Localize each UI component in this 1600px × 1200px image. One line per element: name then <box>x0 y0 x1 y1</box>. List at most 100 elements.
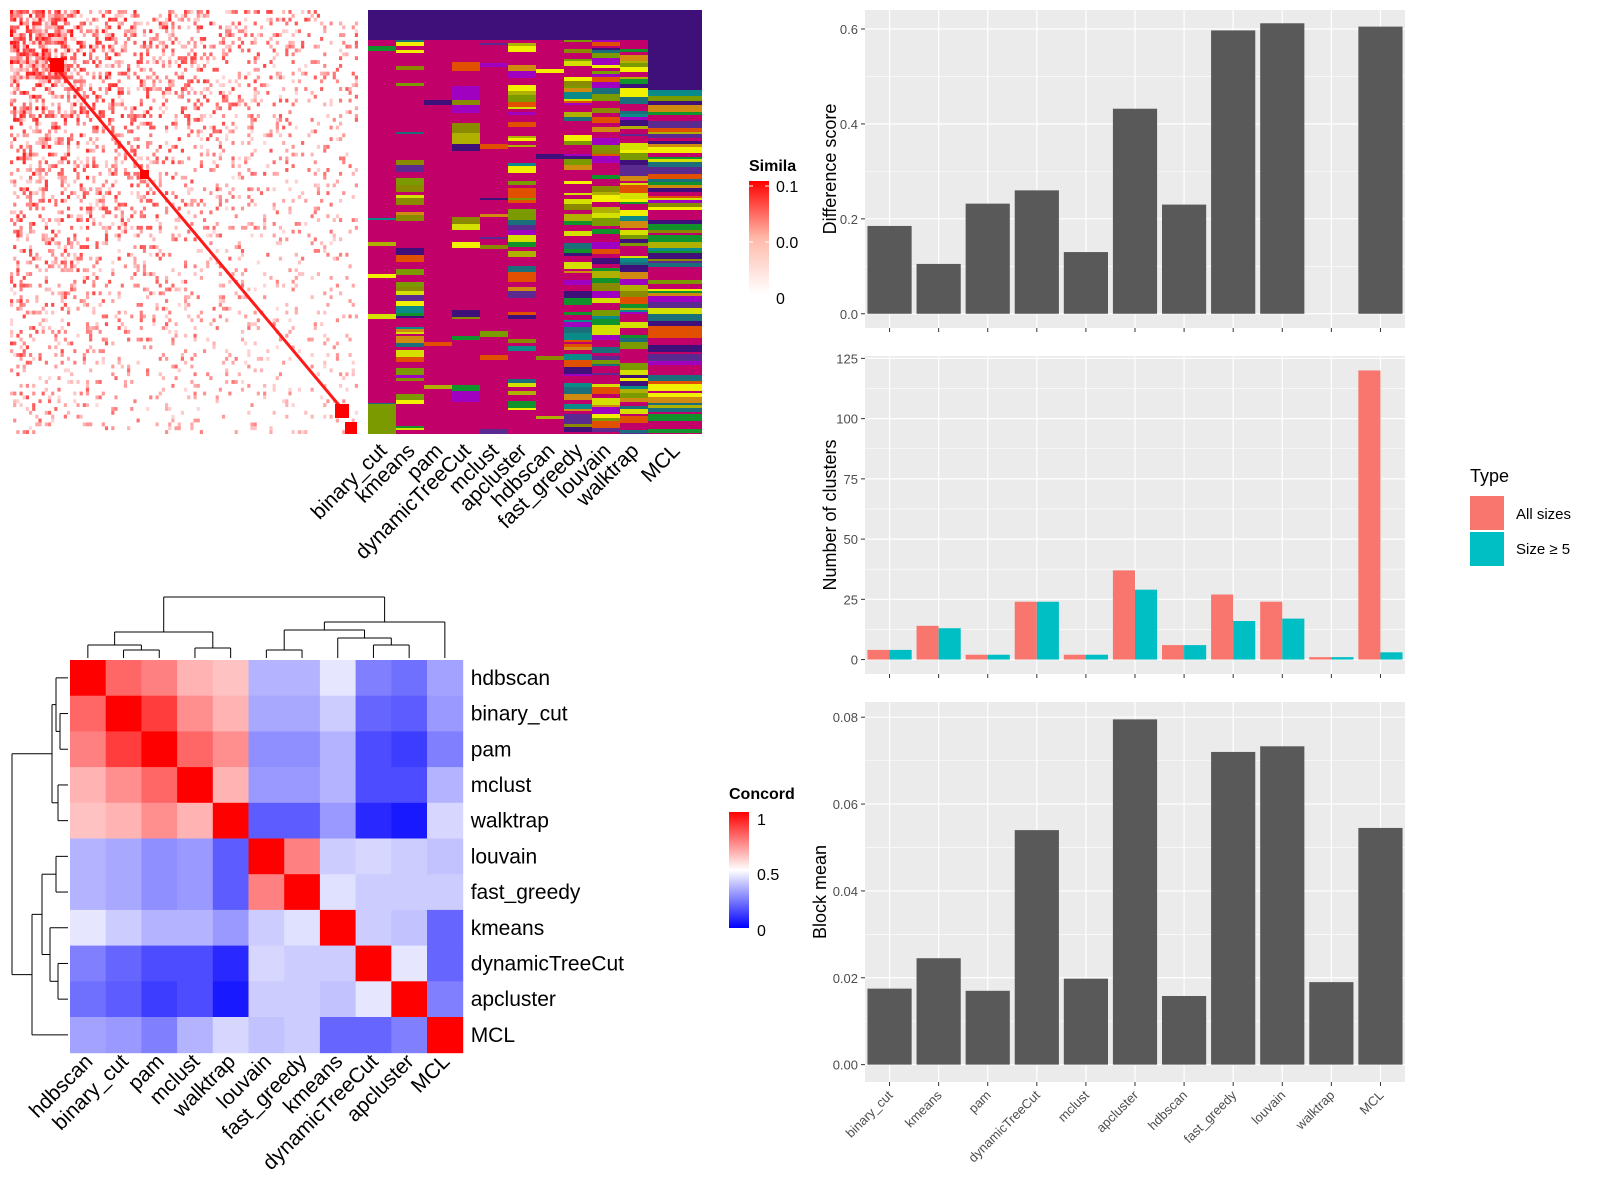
annotation-block <box>648 182 702 185</box>
annotation-block <box>592 127 620 132</box>
annotation-block <box>592 138 620 145</box>
concordance-cell <box>105 695 142 732</box>
bar <box>1211 594 1234 660</box>
y-tick-label: 0.04 <box>833 884 858 899</box>
annotation-block <box>648 235 702 242</box>
annotation-block <box>648 159 702 162</box>
annotation-block <box>508 209 536 213</box>
annotation-block <box>396 212 424 215</box>
annotation-block <box>648 280 702 284</box>
annotation-block <box>452 144 480 151</box>
annotation-block <box>508 138 536 141</box>
annotation-block <box>648 261 702 263</box>
bar <box>1282 618 1305 660</box>
concordance-cell <box>248 660 285 697</box>
annotation-block <box>620 230 648 235</box>
bar <box>965 654 988 660</box>
concordance-cell <box>70 660 107 697</box>
annotation-block <box>480 245 508 249</box>
annotation-block <box>452 385 480 391</box>
bar <box>867 649 890 660</box>
annotation-block <box>620 375 648 378</box>
annotation-block <box>396 175 424 178</box>
annotation-block <box>620 63 648 67</box>
bar <box>1036 601 1059 660</box>
annotation-block <box>396 165 424 170</box>
annotation-block <box>620 67 648 72</box>
annotation-block <box>620 202 648 204</box>
y-tick-label: 125 <box>836 351 858 366</box>
y-tick-label: 0.4 <box>840 117 858 132</box>
annotation-block <box>564 199 592 204</box>
concordance-legend-title: Concord <box>729 786 795 803</box>
annotation-block <box>592 407 620 414</box>
annotation-block <box>592 291 620 298</box>
annotation-block <box>564 86 592 88</box>
annotation-block <box>424 10 452 40</box>
concordance-cell <box>391 695 428 732</box>
annotation-block <box>620 210 648 216</box>
concordance-row-dendrogram <box>11 677 68 1036</box>
annotation-block <box>648 128 702 132</box>
concordance-cell <box>177 660 214 697</box>
annotation-block <box>508 339 536 343</box>
bar <box>1112 719 1158 1065</box>
concordance-cell <box>284 981 321 1018</box>
concordance-cell <box>427 767 464 804</box>
annotation-block <box>564 387 592 394</box>
annotation-block <box>452 224 480 230</box>
concordance-cell <box>319 1017 357 1054</box>
concordance-cell <box>355 838 392 875</box>
concordance-cell <box>391 802 428 839</box>
concordance-cell <box>141 874 178 911</box>
y-tick-label: 0.0 <box>840 307 858 322</box>
annotation-block <box>536 416 564 419</box>
annotation-block <box>368 264 396 267</box>
bar <box>1063 654 1086 660</box>
annotation-block <box>564 159 592 165</box>
concordance-cell <box>105 945 142 982</box>
concordance-cell <box>141 838 178 875</box>
y-axis-title: Difference score <box>820 104 840 235</box>
annotation-block <box>620 97 648 104</box>
annotation-block <box>648 10 702 90</box>
annotation-block <box>368 314 396 319</box>
annotation-block <box>564 298 592 305</box>
annotation-block <box>564 253 592 256</box>
annotation-block <box>592 40 620 42</box>
annotation-block <box>564 112 592 117</box>
annotation-block <box>648 408 702 412</box>
annotation-block <box>592 242 620 249</box>
concordance-cell <box>355 981 392 1018</box>
concordance-row-label: hdbscan <box>471 667 550 690</box>
annotation-block <box>620 398 648 402</box>
x-tick-label: hdbscan <box>1145 1088 1190 1133</box>
annotation-block <box>508 194 536 198</box>
similarity-block <box>140 170 149 179</box>
concordance-row-label: MCL <box>471 1024 515 1047</box>
concordance-cell <box>284 695 321 732</box>
annotation-block <box>452 86 480 100</box>
annotation-block <box>564 367 592 374</box>
annotation-block <box>648 144 702 147</box>
concordance-legend: Concord 1 0.5 0 <box>729 786 795 940</box>
concordance-cell <box>177 981 214 1018</box>
annotation-block <box>452 336 480 340</box>
annotation-block <box>564 414 592 418</box>
annotation-column <box>424 10 452 434</box>
annotation-block <box>648 263 702 267</box>
annotation-block <box>648 101 702 105</box>
concordance-cell <box>141 660 178 697</box>
annotation-block <box>620 265 648 272</box>
concordance-cell <box>141 945 178 982</box>
annotation-block <box>648 296 702 302</box>
bar <box>916 958 961 1065</box>
annotation-block <box>424 100 452 105</box>
annotation-block <box>564 347 592 350</box>
annotation-block <box>536 154 564 159</box>
concordance-cell <box>248 838 285 875</box>
annotation-block <box>648 251 702 253</box>
annotation-block <box>592 428 620 432</box>
annotation-block <box>620 160 648 165</box>
